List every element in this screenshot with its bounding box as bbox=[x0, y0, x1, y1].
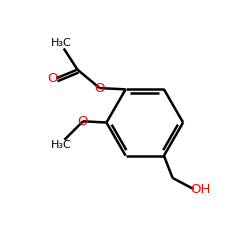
Text: H₃C: H₃C bbox=[50, 38, 71, 48]
Text: OH: OH bbox=[190, 182, 211, 196]
Text: H₃C: H₃C bbox=[51, 140, 72, 150]
Text: O: O bbox=[48, 72, 58, 85]
Text: O: O bbox=[94, 82, 105, 94]
Text: O: O bbox=[78, 115, 88, 128]
